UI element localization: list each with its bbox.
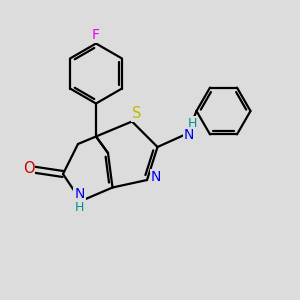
Text: N: N — [74, 188, 85, 201]
Text: N: N — [184, 128, 194, 142]
Text: H: H — [75, 201, 84, 214]
Text: N: N — [151, 170, 161, 184]
Text: F: F — [92, 28, 100, 42]
Text: H: H — [187, 117, 197, 130]
Text: O: O — [23, 160, 34, 175]
Text: S: S — [132, 106, 141, 121]
